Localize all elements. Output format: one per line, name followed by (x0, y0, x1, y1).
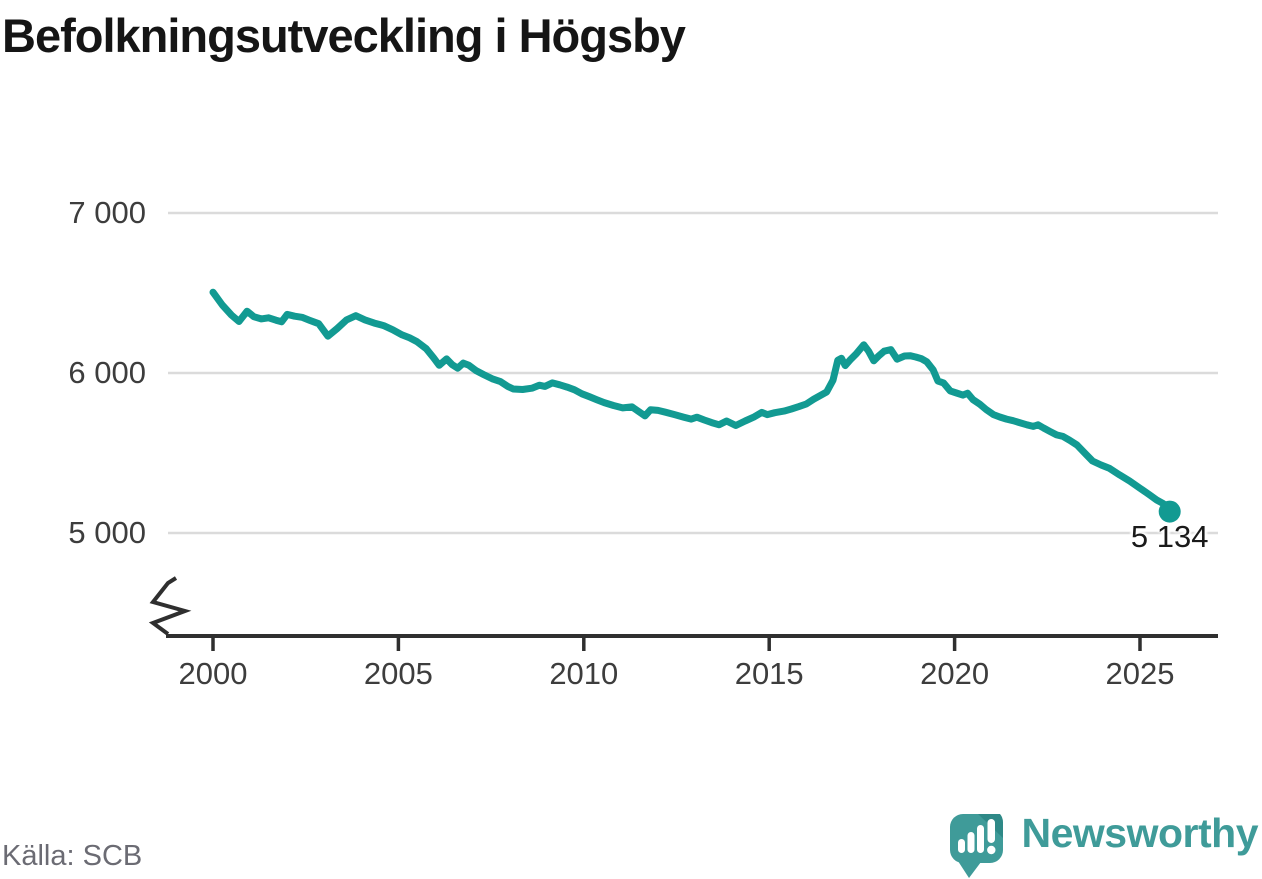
gridlines (168, 211, 1218, 535)
x-tick-label: 2015 (734, 656, 804, 691)
x-tick-marks (211, 636, 1142, 651)
axis-break-zigzag-icon (148, 576, 192, 636)
newsworthy-logo-icon (950, 814, 1003, 878)
chart-title: Befolkningsutveckling i Högsby (2, 9, 686, 62)
brand-wordmark: Newsworthy (1021, 810, 1259, 856)
x-tick-label: 2000 (178, 656, 248, 691)
last-value-label: 5 134 (1130, 519, 1209, 554)
x-tick-label: 2005 (363, 656, 433, 691)
source-note: Källa: SCB (2, 840, 143, 872)
y-tick-label: 7 000 (68, 195, 146, 230)
y-tick-label: 6 000 (68, 355, 146, 390)
series-line (209, 288, 1174, 516)
x-tick-label: 2010 (549, 656, 619, 691)
brand-footer: Newsworthy (1012, 810, 1259, 857)
x-tick-label: 2020 (920, 656, 990, 691)
x-tick-label: 2025 (1105, 656, 1175, 691)
series-end-dot (1158, 500, 1181, 523)
population-line-series (209, 288, 1181, 523)
x-axis (148, 576, 1218, 651)
y-tick-label: 5 000 (68, 515, 146, 550)
